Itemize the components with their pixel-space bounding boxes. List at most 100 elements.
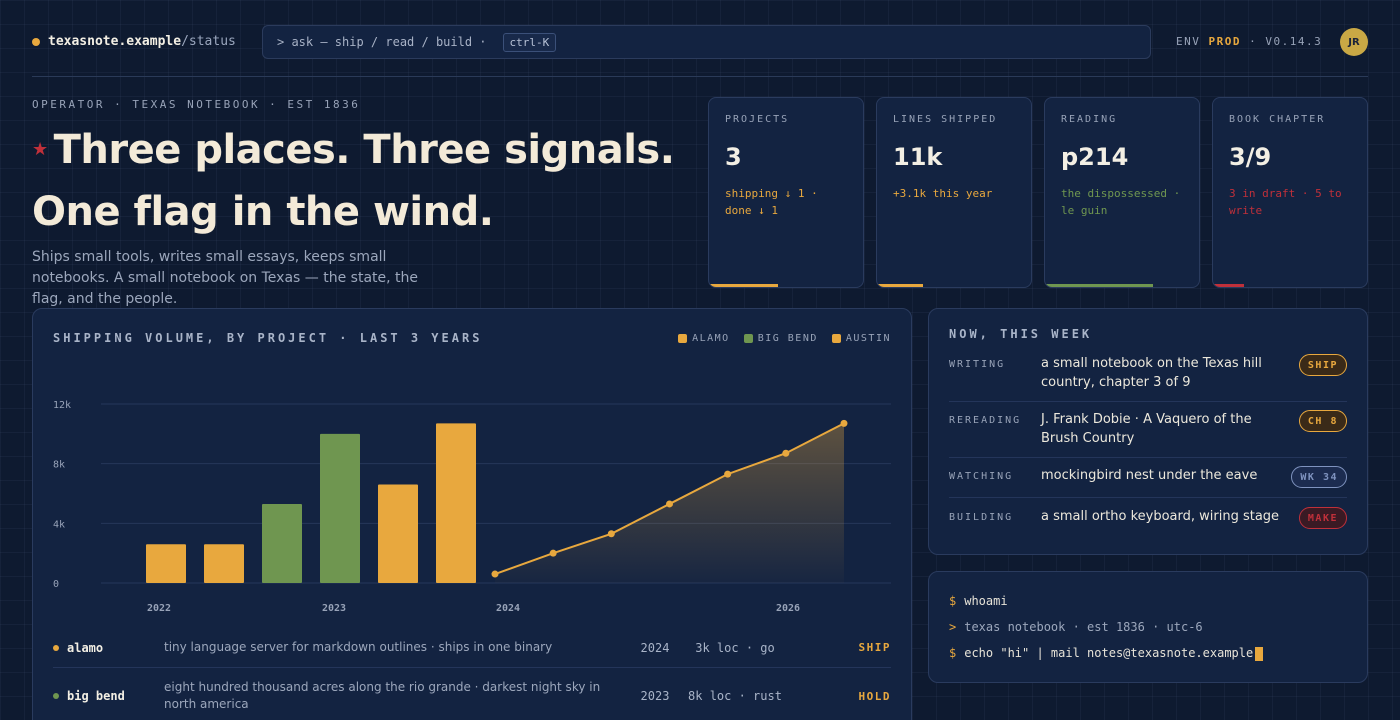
stat-card-projects[interactable]: PROJECTS 3 shipping ↓ 1 · done ↓ 1	[708, 97, 864, 288]
project-name: alamo	[67, 640, 104, 655]
status-dot-icon	[32, 37, 40, 46]
header-divider	[32, 76, 1368, 77]
legend-label: BIG BEND	[757, 333, 818, 344]
project-dot	[53, 644, 59, 651]
line-point	[607, 530, 615, 538]
stat-label: PROJECTS	[725, 114, 790, 125]
project-loc: 3k loc · go	[695, 640, 775, 655]
prompt-symbol: $	[949, 646, 957, 660]
project-description: eight hundred thousand acres along the r…	[164, 680, 601, 711]
row-divider	[949, 457, 1347, 458]
terminal-output-text: texas notebook · est 1836 · utc-6	[964, 620, 1203, 634]
stat-note: the dispossessed · le guin	[1061, 187, 1181, 217]
now-kind: REREADING	[949, 415, 1022, 426]
project-year: 2024	[640, 640, 670, 655]
now-kind: WATCHING	[949, 471, 1014, 482]
now-item-writing[interactable]: WRITING a small notebook on the Texas hi…	[949, 353, 1347, 399]
line-point	[666, 500, 673, 508]
line-area-fill	[495, 423, 844, 583]
terminal-output: > texas notebook · est 1836 · utc-6	[949, 620, 1203, 634]
hero-intro: Ships small tools, writes small essays, …	[32, 249, 418, 307]
project-row-alamo[interactable]: alamo tiny language server for markdown …	[53, 639, 891, 656]
stat-label: BOOK CHAPTER	[1229, 114, 1326, 125]
stat-card-reading[interactable]: READING p214 the dispossessed · le guin	[1044, 97, 1200, 288]
legend-swatch	[678, 334, 688, 343]
avatar[interactable]: JR	[1340, 28, 1368, 56]
now-kind: WRITING	[949, 359, 1006, 370]
bar-austin	[436, 423, 476, 583]
bar-alamo	[204, 544, 244, 583]
stat-value: 3/9	[1229, 143, 1272, 171]
legend-item-alamo[interactable]: ALAMO	[678, 333, 730, 344]
legend-swatch	[831, 334, 841, 343]
page-title: ★ Three places. Three signals. One flag i…	[32, 120, 692, 242]
site-path: /status	[181, 34, 236, 49]
command-placeholder: > ask — ship / read / build ·	[277, 35, 487, 49]
row-divider	[949, 401, 1347, 402]
shortcut-badge: ctrl-K	[502, 32, 557, 52]
stat-label: LINES SHIPPED	[893, 114, 998, 125]
legend-label: ALAMO	[692, 333, 730, 344]
legend-item-big-bend[interactable]: BIG BEND	[743, 333, 818, 344]
line-point	[724, 470, 732, 478]
stat-progress-bar	[877, 284, 924, 287]
now-title: NOW, THIS WEEK	[949, 327, 1093, 341]
project-year: 2023	[640, 689, 670, 703]
env-value: PROD	[1208, 35, 1241, 48]
now-item-watching[interactable]: WATCHING mockingbird nest under the eave…	[949, 465, 1347, 495]
shipping-volume-panel: SHIPPING VOLUME, BY PROJECT · LAST 3 YEA…	[32, 308, 912, 720]
hero-eyebrow: OPERATOR · TEXAS NOTEBOOK · EST 1836	[32, 98, 361, 111]
terminal-line[interactable]: $ echo "hi" | mail notes@texasnote.exampl…	[949, 646, 1264, 661]
now-item-rereading[interactable]: REREADING J. Frank Dobie · A Vaquero of …	[949, 409, 1347, 455]
terminal-panel[interactable]: $ whoami > texas notebook · est 1836 · utc…	[928, 571, 1368, 683]
stat-value: 11k	[893, 143, 943, 171]
row-divider	[53, 667, 891, 668]
project-row-big-bend[interactable]: big bend eight hundred thousand acres al…	[53, 679, 891, 713]
project-name: big bend	[67, 689, 125, 703]
now-text: a small notebook on the Texas hill count…	[1041, 356, 1262, 390]
stat-card-book-chapter[interactable]: BOOK CHAPTER 3/9 3 in draft · 5 to write	[1212, 97, 1368, 288]
x-tick-label: 2026	[776, 603, 800, 614]
stat-progress-bar	[1213, 284, 1244, 287]
bar-big-bend	[262, 503, 302, 583]
status-pill: CH 8	[1298, 410, 1347, 432]
site-host: texasnote.example	[48, 34, 182, 49]
cursor-icon	[1255, 646, 1264, 661]
stat-note: 3 in draft · 5 to write	[1229, 187, 1342, 217]
legend-swatch	[743, 334, 753, 343]
stat-note: shipping ↓ 1 · done ↓ 1	[725, 187, 818, 217]
stat-note: +3.1k this year	[893, 187, 993, 200]
y-tick-label: 0	[53, 579, 59, 590]
line-point	[491, 570, 499, 578]
now-text: a small ortho keyboard, wiring stage	[1041, 509, 1280, 524]
project-loc: 8k loc · rust	[688, 689, 782, 703]
stat-value: 3	[725, 143, 742, 171]
line-point	[782, 449, 790, 457]
project-status: SHIP	[858, 641, 891, 654]
terminal-input: echo "hi" | mail notes@texasnote.example	[964, 646, 1254, 660]
now-this-week-panel: NOW, THIS WEEK WRITING a small notebook …	[928, 308, 1368, 555]
version-label: · V0.14.3	[1249, 35, 1323, 48]
now-item-building[interactable]: BUILDING a small ortho keyboard, wiring …	[949, 506, 1347, 536]
now-kind: BUILDING	[949, 512, 1014, 523]
env-info: ENV PROD · V0.14.3	[1176, 35, 1322, 48]
line-point	[840, 419, 848, 427]
headline-text: Three places. Three signals. One flag in…	[32, 127, 675, 235]
legend-item-austin[interactable]: AUSTIN	[831, 333, 891, 344]
project-status: HOLD	[858, 689, 891, 703]
bar-big-bend	[320, 433, 360, 583]
y-tick-label: 12k	[53, 400, 71, 411]
stat-label: READING	[1061, 114, 1118, 125]
bar-alamo	[146, 544, 186, 583]
now-text: J. Frank Dobie · A Vaquero of the Brush …	[1041, 412, 1252, 446]
command-input[interactable]: > ask — ship / read / build · ctrl-K	[262, 25, 1151, 59]
legend-label: AUSTIN	[845, 333, 891, 344]
project-dot	[53, 693, 59, 699]
project-description: tiny language server for markdown outlin…	[164, 640, 553, 654]
x-tick-label: 2023	[322, 603, 346, 614]
stat-card-lines-shipped[interactable]: LINES SHIPPED 11k +3.1k this year	[876, 97, 1032, 288]
chart-legend: ALAMO BIG BEND AUSTIN	[664, 333, 891, 344]
row-divider	[949, 497, 1347, 498]
status-pill: MAKE	[1298, 507, 1347, 529]
site-brand[interactable]: texasnote.example /status	[32, 34, 236, 49]
